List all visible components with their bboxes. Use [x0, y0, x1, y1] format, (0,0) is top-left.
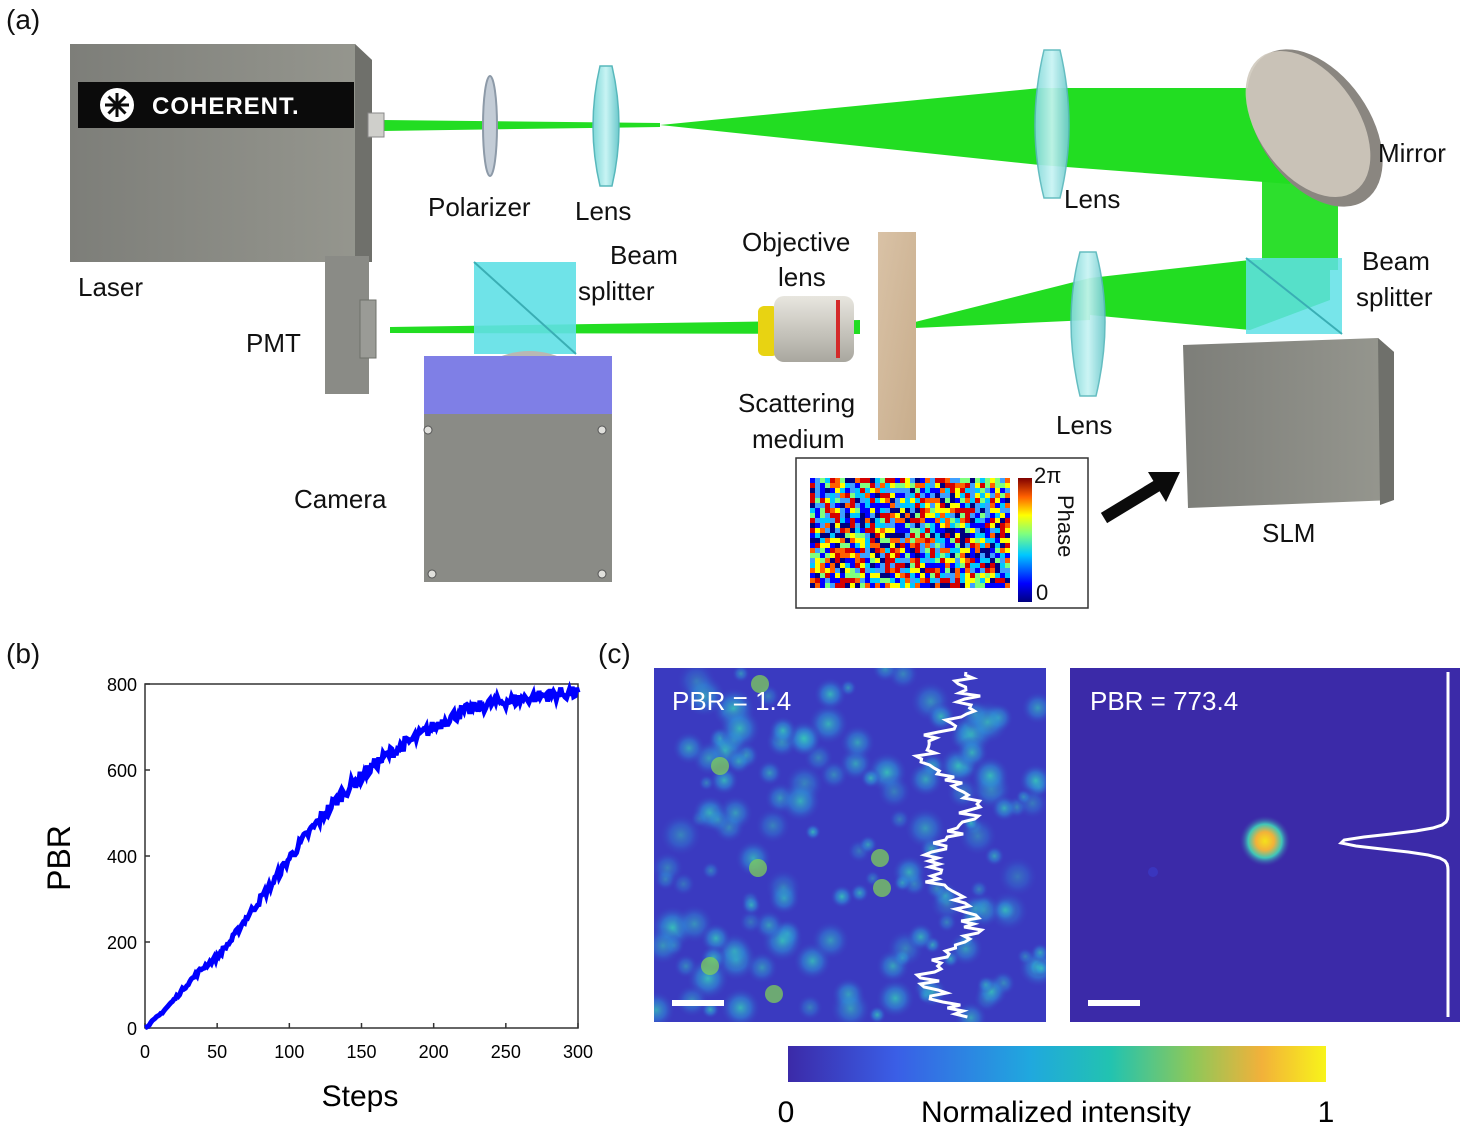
- pbr-xlabel: Steps: [322, 1080, 399, 1113]
- pbr-series-line: [144, 680, 581, 1031]
- laser-brand-text: COHERENT.: [152, 93, 300, 120]
- label-laser: Laser: [78, 272, 144, 302]
- pmt-device: [325, 256, 377, 394]
- right-pbr-label: PBR = 773.4: [1090, 686, 1238, 716]
- polarizer: [482, 75, 498, 177]
- speckle-image: [654, 668, 1046, 1022]
- label-mirror: Mirror: [1378, 138, 1446, 168]
- pbr-ytick-label: 0: [127, 1019, 137, 1039]
- laser-device: [70, 44, 385, 262]
- coherent-logo: [100, 88, 134, 122]
- pbr-ytick-label: 600: [107, 761, 137, 781]
- pbr-xtick-label: 150: [346, 1042, 376, 1062]
- label-beam-splitter-left-1: Beam: [610, 240, 678, 270]
- pbr-xtick-label: 250: [491, 1042, 521, 1062]
- pbr-ytick-label: 200: [107, 933, 137, 953]
- lens-2: [1034, 49, 1070, 199]
- phase-min-label: 0: [1036, 580, 1049, 605]
- beam-splitter-right: [1245, 257, 1343, 335]
- label-lens-2: Lens: [1064, 184, 1121, 214]
- phase-max-label: 2π: [1034, 463, 1062, 488]
- label-scattering-2: medium: [752, 424, 845, 454]
- label-objective-1: Objective: [742, 227, 851, 257]
- colorbar-label: Normalized intensity: [921, 1096, 1191, 1126]
- pbr-xtick-label: 200: [419, 1042, 449, 1062]
- intensity-images: PBR = 1.4 PBR = 773.4 0 Normalized inten…: [654, 668, 1460, 1126]
- focused-spot: [1239, 815, 1291, 867]
- right-scale-bar: [1088, 1000, 1140, 1006]
- panel-b-tag: (b): [6, 638, 41, 669]
- lens-3: [1070, 251, 1106, 397]
- scattering-medium: [878, 232, 916, 440]
- pbr-xtick-label: 100: [274, 1042, 304, 1062]
- pbr-ylabel: PBR: [41, 825, 77, 891]
- phase-colorbar: [1018, 478, 1032, 602]
- label-lens-1: Lens: [575, 196, 632, 226]
- beam-splitter-left: [473, 261, 577, 355]
- label-camera: Camera: [294, 484, 387, 514]
- panel-a-tag: (a): [6, 4, 41, 35]
- panel-c-tag: (c): [598, 638, 631, 669]
- pbr-ytick-label: 400: [107, 847, 137, 867]
- label-slm: SLM: [1262, 518, 1316, 548]
- pbr-xtick-label: 300: [563, 1042, 593, 1062]
- label-pmt: PMT: [246, 328, 301, 358]
- camera-device: [423, 351, 612, 582]
- label-beam-splitter-right-2: splitter: [1356, 282, 1433, 312]
- label-beam-splitter-right-1: Beam: [1362, 246, 1430, 276]
- colorbar-min-label: 0: [778, 1096, 795, 1126]
- left-intensity-profile: [911, 671, 986, 1019]
- phase-pattern: [810, 478, 1010, 588]
- mirror: [1245, 49, 1383, 207]
- phase-inset: [795, 457, 1089, 609]
- pbr-ytick-label: 800: [107, 675, 137, 695]
- pbr-plot-area: [144, 683, 579, 1029]
- intensity-colorbar: [788, 1046, 1326, 1082]
- label-scattering-1: Scattering: [738, 388, 856, 418]
- pbr-chart: 0 50 100 150 200 250 300 0 200 400 600 800 Steps PB…: [41, 675, 593, 1113]
- slm-device: [1183, 338, 1394, 508]
- arrow-to-slm-icon: [1100, 472, 1180, 524]
- label-lens-3: Lens: [1056, 410, 1113, 440]
- right-intensity-profile: [1338, 672, 1450, 1017]
- lens-1: [592, 65, 620, 187]
- phase-axis-label: Phase: [1053, 495, 1078, 558]
- optical-setup-diagram: COHERENT.: [70, 44, 1394, 609]
- objective-lens: [758, 296, 854, 362]
- left-scale-bar: [672, 1000, 724, 1006]
- pbr-xtick-label: 0: [140, 1042, 150, 1062]
- colorbar-max-label: 1: [1318, 1096, 1335, 1126]
- focused-spot-image: [1070, 668, 1460, 1022]
- pbr-xtick-label: 50: [207, 1042, 227, 1062]
- label-objective-2: lens: [778, 262, 826, 292]
- left-pbr-label: PBR = 1.4: [672, 686, 791, 716]
- label-polarizer: Polarizer: [428, 192, 531, 222]
- label-beam-splitter-left-2: splitter: [578, 276, 655, 306]
